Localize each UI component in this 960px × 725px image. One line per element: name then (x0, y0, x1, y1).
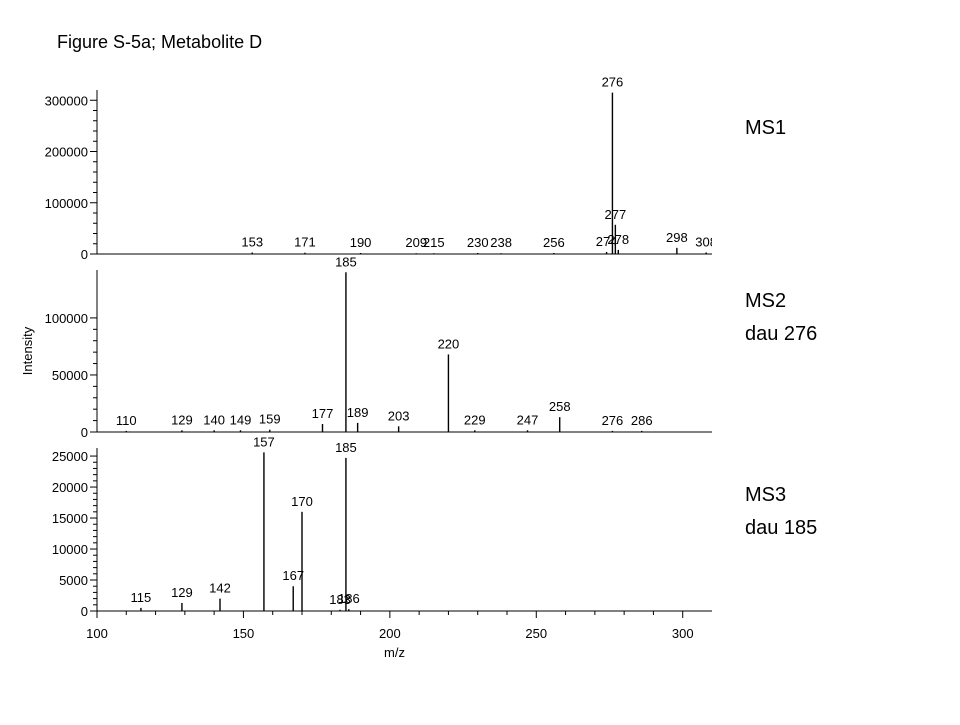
peak-label: 149 (230, 412, 252, 427)
x-tick-label: 200 (379, 626, 401, 641)
peak-label: 140 (203, 412, 225, 427)
peak-label: 276 (602, 413, 624, 428)
peak-label: 308 (695, 234, 717, 249)
y-tick-label: 0 (81, 425, 88, 440)
panel-annotation: MS2 (745, 290, 786, 312)
peak-label: 278 (607, 232, 629, 247)
peak-label: 185 (335, 440, 357, 455)
x-tick-label: 100 (86, 626, 108, 641)
y-tick-label: 200000 (45, 145, 88, 160)
peak-label: 189 (347, 405, 369, 420)
y-tick-label: 5000 (59, 573, 88, 588)
y-tick-label: 100000 (45, 196, 88, 211)
peak-label: 238 (490, 235, 512, 250)
peak-label: 129 (171, 585, 193, 600)
y-tick-label: 50000 (52, 368, 88, 383)
plot-area: 110 129 140 149 159 177 185 189 203 220 229 247 258 2… (116, 254, 653, 432)
peak-label: 110 (116, 413, 137, 428)
peak-label: 256 (543, 235, 565, 250)
peak-label: 215 (423, 235, 445, 250)
peak-label: 185 (335, 254, 357, 269)
y-tick-label: 15000 (52, 511, 88, 526)
peak-label: 247 (517, 412, 539, 427)
peak-label: 190 (350, 235, 372, 250)
peak-label: 159 (259, 412, 281, 427)
peak-label: 115 (131, 590, 152, 605)
y-tick-label: 300000 (45, 93, 88, 108)
peak-label: 167 (282, 568, 304, 583)
peak-label: 220 (438, 336, 460, 351)
peak-label: 170 (291, 494, 313, 509)
y-tick-label: 20000 (52, 480, 88, 495)
y-tick-label: 10000 (52, 542, 88, 557)
y-tick-label: 0 (81, 604, 88, 619)
peak-label: 129 (171, 412, 193, 427)
peak-label: 157 (253, 434, 275, 449)
y-axis-label: Intensity (20, 326, 35, 375)
y-tick-label: 0 (81, 247, 88, 262)
peak-label: 186 (338, 591, 360, 606)
y-tick-label: 25000 (52, 449, 88, 464)
x-tick-label: 250 (525, 626, 547, 641)
peak-label: 153 (241, 234, 263, 249)
y-tick-label: 100000 (45, 311, 88, 326)
panel-annotation: dau 276 (745, 323, 817, 345)
figure-title: Figure S-5a; Metabolite D (57, 32, 262, 52)
peak-label: 277 (605, 207, 627, 222)
peak-label: 229 (464, 412, 486, 427)
peak-label: 298 (666, 230, 688, 245)
peak-label: 142 (209, 581, 231, 596)
peak-label: 203 (388, 408, 410, 423)
peak-label: 177 (312, 406, 334, 421)
x-axis-label: m/z (384, 645, 405, 660)
peak-label: 276 (602, 75, 624, 90)
peak-label: 258 (549, 399, 571, 414)
panel-annotation: MS3 (745, 484, 786, 506)
x-tick-label: 300 (672, 626, 694, 641)
peak-label: 286 (631, 413, 653, 428)
panel-annotation: dau 185 (745, 517, 817, 539)
peak-label: 230 (467, 235, 489, 250)
x-tick-label: 150 (233, 626, 255, 641)
panel-annotation: MS1 (745, 117, 786, 139)
peak-label: 209 (405, 235, 427, 250)
peak-label: 171 (294, 235, 316, 250)
